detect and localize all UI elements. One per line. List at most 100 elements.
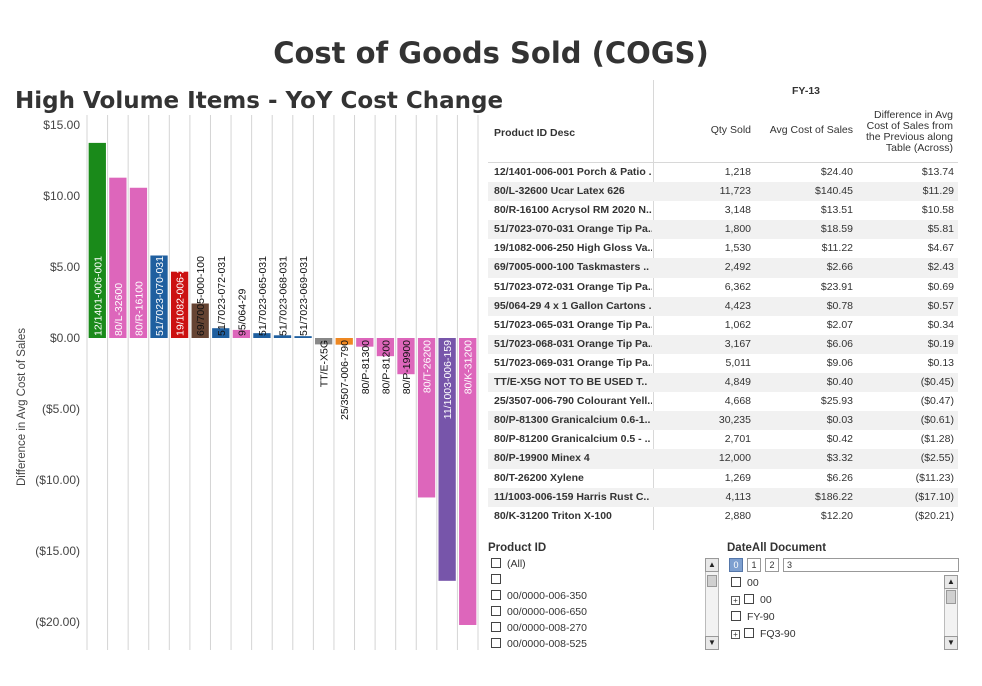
checkbox[interactable] (744, 594, 754, 604)
date-filter-scrollbar[interactable]: ▲ ▼ (944, 575, 958, 650)
row-difference-cell: $13.74 (921, 166, 954, 178)
row-product-cell: 80/P-81300 Granicalcium 0.6-1.. (494, 414, 651, 427)
table-group-header: FY-13 (791, 85, 820, 97)
row-difference-cell: ($20.21) (914, 509, 954, 522)
chart-title: High Volume Items - YoY Cost Change (15, 88, 504, 114)
level-0-button[interactable]: 0 (729, 558, 743, 572)
y-tick-label: ($15.00) (35, 544, 80, 558)
row-product-cell: 25/3507-006-790 Colourant Yell.. (494, 395, 652, 408)
row-qty-cell: 1,800 (724, 223, 751, 236)
level-1-button[interactable]: 1 (747, 558, 761, 572)
bar[interactable] (356, 338, 374, 347)
bar-label: 80/T-26200 (422, 340, 434, 393)
y-tick-label: $15.00 (43, 118, 80, 132)
product-filter-item[interactable]: 00/0000-006-650 (491, 605, 587, 621)
bar[interactable] (376, 338, 395, 357)
scroll-thumb[interactable] (946, 590, 956, 604)
row-difference-cell: ($2.55) (920, 452, 954, 465)
row-avg-cost-cell: $18.59 (820, 223, 853, 236)
checkbox[interactable] (491, 622, 501, 632)
product-filter-item[interactable]: 00/0000-006-350 (491, 589, 587, 605)
bar-label: 80/P-19900 (401, 340, 413, 394)
date-filter-item[interactable]: +00 (731, 593, 772, 609)
bar[interactable] (253, 333, 271, 338)
date-filter-item[interactable]: 00 (731, 576, 759, 592)
scroll-up-button[interactable]: ▲ (705, 558, 719, 572)
bar-label: 80/P-81200 (380, 340, 392, 394)
bar[interactable] (315, 338, 333, 345)
product-filter-item[interactable]: 00/0000-008-270 (491, 621, 587, 637)
row-difference-cell: $0.19 (927, 337, 954, 350)
checkbox[interactable] (491, 590, 501, 600)
row-difference-cell: ($11.23) (915, 471, 954, 484)
product-filter-item[interactable]: 00/0000-008-525 (491, 637, 587, 653)
row-difference-cell: $0.34 (927, 318, 954, 331)
y-tick-label: $10.00 (43, 189, 80, 203)
product-filter-scrollbar[interactable]: ▲ ▼ (705, 558, 719, 650)
scroll-down-button[interactable]: ▼ (944, 636, 958, 650)
date-filter-item[interactable]: + FQ3-90 (731, 627, 796, 643)
table-row: 51/7023-072-031 Orange Tip Pa.. 6,362 $23.… (488, 278, 958, 297)
table-row: 80/R-16100 Acrysol RM 2020 N.. 3,148 $13.5… (488, 201, 958, 220)
checkbox[interactable] (491, 574, 501, 584)
row-qty-cell: 4,849 (724, 376, 751, 389)
bar-label: 12/1401-006-001 (92, 256, 104, 336)
product-filter-item[interactable] (491, 573, 507, 589)
col-header-difference: Difference in Avg Cost of Sales from the… (866, 109, 953, 154)
row-qty-cell: 4,668 (724, 395, 751, 408)
date-filter-item[interactable]: FY-90 (731, 610, 775, 626)
checkbox[interactable] (731, 577, 741, 587)
row-difference-cell: $11.29 (922, 185, 954, 198)
table-row: 51/7023-070-031 Orange Tip Pa.. 1,800 $18.… (488, 220, 958, 240)
row-difference-cell: ($0.47) (920, 395, 954, 408)
row-avg-cost-cell: $0.42 (826, 433, 853, 446)
checkbox[interactable] (744, 628, 754, 638)
date-filter-label: FY-90 (747, 611, 775, 623)
scroll-down-button[interactable]: ▼ (705, 636, 719, 650)
bar[interactable] (88, 142, 106, 338)
bar[interactable] (129, 187, 148, 338)
bar[interactable] (335, 338, 353, 345)
bar[interactable] (232, 329, 250, 338)
bar[interactable] (417, 338, 436, 498)
bar[interactable] (294, 336, 312, 338)
bar[interactable] (438, 338, 456, 581)
bar-label: 25/3507-006-790 (339, 340, 351, 420)
scroll-up-button[interactable]: ▲ (944, 575, 958, 589)
table-row: 80/K-31200 Triton X-100 2,880 $12.20 ($20.2… (488, 507, 958, 526)
row-qty-cell: 6,362 (724, 280, 751, 293)
bar-label: 19/1082-006-250 (175, 256, 187, 336)
expand-icon[interactable]: + (731, 630, 740, 639)
bar[interactable] (397, 338, 415, 375)
bar[interactable] (212, 328, 230, 338)
table-row: 95/064-29 4 x 1 Gallon Cartons .. 4,423 $0… (488, 296, 958, 316)
checkbox[interactable] (491, 638, 501, 648)
row-difference-cell: $0.13 (927, 356, 954, 369)
bar[interactable] (191, 303, 209, 338)
product-filter-item[interactable]: (All) (491, 557, 526, 573)
product-filter-label: 00/0000-008-270 (507, 622, 587, 634)
bar[interactable] (459, 338, 477, 625)
row-avg-cost-cell: $25.93 (820, 395, 853, 408)
y-tick-label: $0.00 (50, 331, 80, 345)
table-row: TT/E-X5G NOT TO BE USED T.. 4,849 $0.40 ($0… (488, 373, 958, 393)
bar-label: 51/7023-072-031 (216, 256, 228, 336)
row-difference-cell: ($1.28) (920, 433, 954, 446)
checkbox[interactable] (491, 606, 501, 616)
level-2-button[interactable]: 2 (765, 558, 779, 572)
row-product-cell: 51/7023-072-031 Orange Tip Pa.. (494, 280, 652, 293)
table-row: 80/L-32600 Ucar Latex 626 11,723 $140.45 $1… (488, 182, 958, 202)
scroll-thumb[interactable] (707, 575, 717, 587)
bar[interactable] (273, 335, 292, 338)
checkbox[interactable] (731, 611, 741, 621)
date-filter-label: 00 (747, 577, 759, 589)
row-difference-cell: $10.58 (921, 204, 954, 217)
checkbox[interactable] (491, 558, 501, 568)
row-avg-cost-cell: $2.07 (826, 318, 853, 331)
bar[interactable] (170, 271, 189, 338)
bar[interactable] (150, 255, 168, 338)
bar[interactable] (109, 177, 127, 338)
expand-icon[interactable]: + (731, 596, 740, 605)
row-avg-cost-cell: $140.45 (815, 185, 853, 198)
level-3-button[interactable]: 3 (783, 558, 959, 572)
